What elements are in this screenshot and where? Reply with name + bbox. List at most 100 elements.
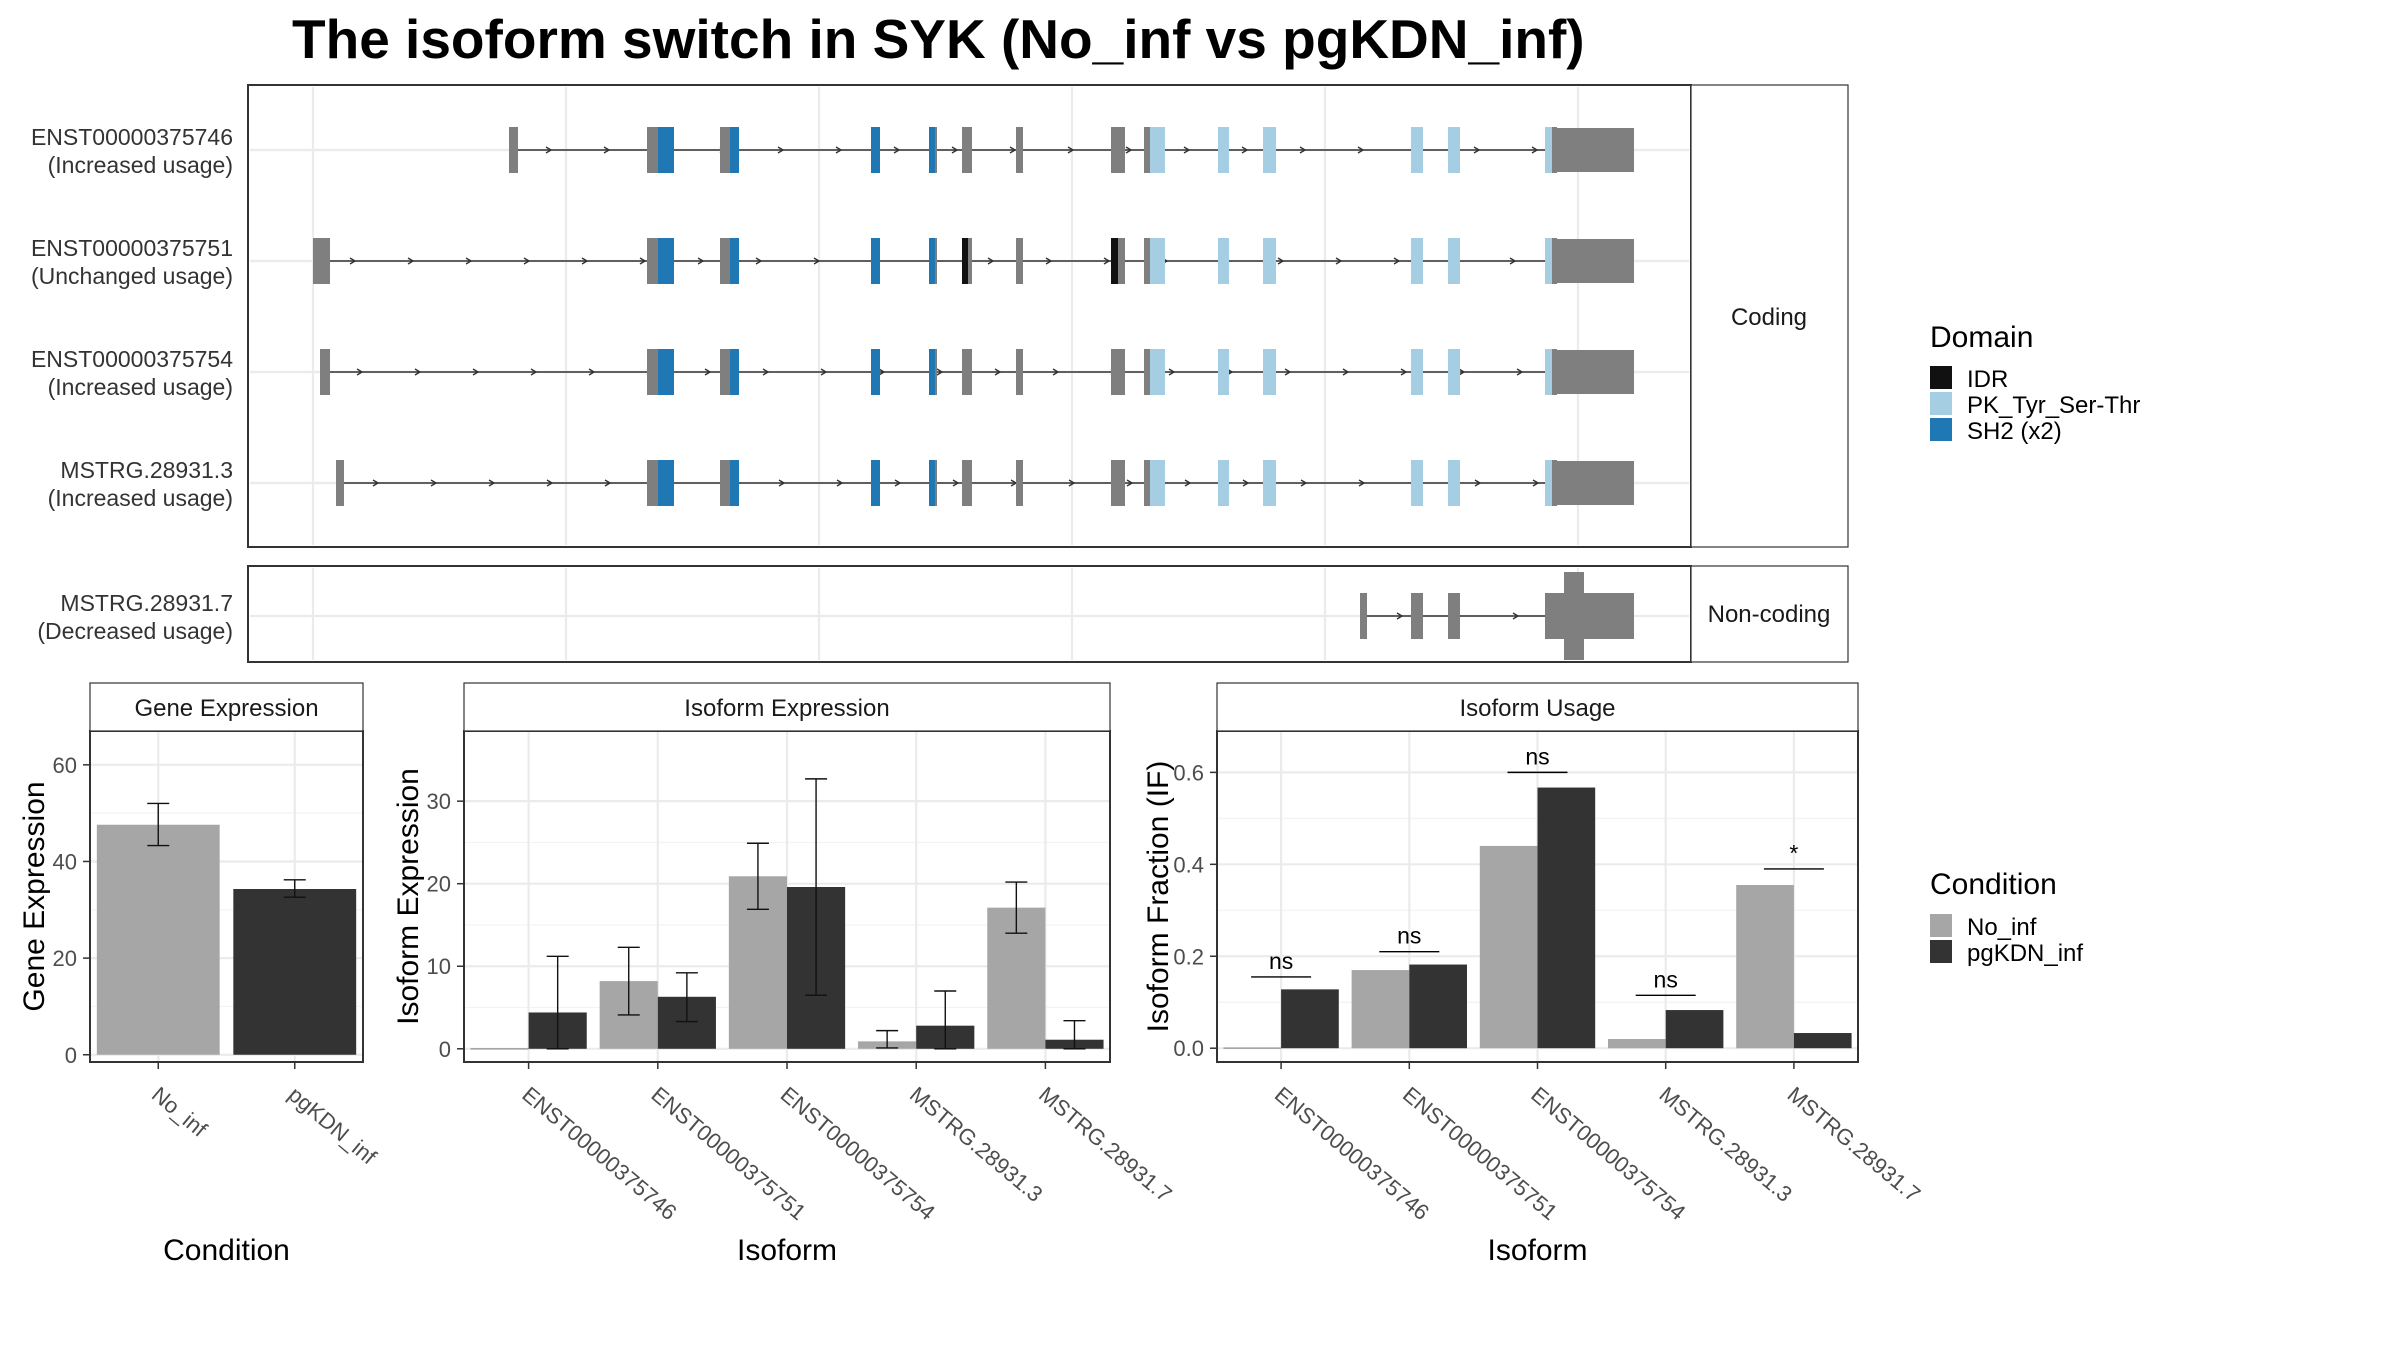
domain-block (1150, 127, 1165, 173)
exon-block (336, 460, 344, 506)
strand-arrow (1357, 146, 1365, 154)
strand-arrow (581, 257, 589, 265)
strand-arrow (1067, 146, 1075, 154)
y-tick-label: 30 (427, 789, 451, 814)
exon-block (1016, 460, 1023, 506)
transcript-label-id: MSTRG.28931.7 (60, 590, 233, 616)
strand-arrow (1103, 257, 1111, 265)
x-axis-title: Isoform (1487, 1234, 1587, 1267)
domain-block (929, 460, 935, 506)
strand-arrow (936, 368, 944, 376)
exon-block (1557, 239, 1634, 283)
strand-arrow (951, 146, 959, 154)
exon-block (1448, 593, 1460, 639)
bar (1351, 970, 1410, 1049)
noncoding-transcript-tracks (1360, 572, 1634, 660)
domain-block (871, 127, 880, 173)
bar (1281, 989, 1339, 1049)
y-axis-title: Isoform Fraction (IF) (1142, 761, 1175, 1033)
transcript-label-id: ENST00000375754 (31, 346, 233, 372)
panel-strip (1216, 682, 1859, 732)
strand-arrow (1277, 257, 1285, 265)
idr-block (962, 238, 968, 284)
bar (1409, 964, 1467, 1049)
exon-block (1111, 127, 1125, 173)
legend-key-pgkdn-inf (1930, 940, 1952, 963)
exon-block (1016, 238, 1023, 284)
strand-arrow (778, 479, 786, 487)
transcript-track (1360, 572, 1634, 660)
strand-arrow (407, 257, 415, 265)
transcript-panel-noncoding: Non-coding (247, 565, 1849, 663)
transcript-labels: ENST00000375746 (Increased usage) ENST00… (31, 124, 233, 644)
strand-arrow (639, 257, 647, 265)
strand-arrow (603, 146, 611, 154)
domain-block (1263, 238, 1276, 284)
exon-block (1111, 349, 1125, 395)
strand-arrow (604, 479, 612, 487)
strand-arrow (835, 146, 843, 154)
domain-block (1545, 127, 1552, 173)
strand-arrow (1509, 257, 1517, 265)
panel-title: Isoform Usage (1459, 695, 1615, 722)
strand-arrow (813, 257, 821, 265)
domain-block (658, 349, 674, 395)
legend-key-sh2 (1930, 418, 1952, 441)
transcript-label-status: (Increased usage) (48, 152, 233, 178)
strand-arrow (1284, 368, 1292, 376)
strand-arrow (1396, 612, 1404, 620)
exon-block (1557, 128, 1634, 172)
domain-legend-title: Domain (1930, 321, 2033, 354)
y-tick-label: 0.6 (1173, 760, 1204, 785)
x-axis-title: Isoform (737, 1234, 837, 1267)
strand-arrow (488, 479, 496, 487)
domain-block (1411, 460, 1423, 506)
domain-block (1263, 460, 1276, 506)
strand-arrow (1473, 146, 1481, 154)
significance-label: ns (1654, 966, 1678, 992)
domain-block (1545, 460, 1552, 506)
bar (96, 824, 220, 1055)
strand-arrow (1512, 612, 1520, 620)
noncoding-facet-strip (1690, 565, 1849, 663)
y-tick-label: 0 (439, 1037, 451, 1062)
significance-label: ns (1397, 923, 1421, 949)
domain-block (658, 238, 674, 284)
exon-block (1557, 461, 1634, 505)
strand-arrow (952, 479, 960, 487)
exon-block (962, 127, 972, 173)
strand-arrow (530, 368, 538, 376)
strand-arrow (588, 368, 596, 376)
strand-arrow (1516, 368, 1524, 376)
domain-block (1545, 349, 1552, 395)
significance-label: ns (1269, 948, 1293, 974)
legend-label-pk: PK_Tyr_Ser-Thr (1967, 392, 2140, 419)
strand-arrow (1126, 479, 1134, 487)
transcript-track (320, 349, 1634, 395)
strand-arrow (465, 257, 473, 265)
strand-arrow (1183, 146, 1191, 154)
domain-block (1150, 238, 1165, 284)
legend-label-pgkdn-inf: pgKDN_inf (1967, 940, 2083, 967)
strand-arrow (1068, 479, 1076, 487)
domain-block (730, 127, 739, 173)
bar (1736, 885, 1794, 1049)
domain-block (1411, 238, 1423, 284)
strand-arrow (704, 368, 712, 376)
domain-block (1448, 460, 1460, 506)
exon-block (720, 349, 733, 395)
strand-arrow (1242, 479, 1250, 487)
strand-arrow (1458, 368, 1466, 376)
domain-block (929, 349, 935, 395)
exon-block (720, 238, 733, 284)
strand-arrow (1300, 479, 1308, 487)
x-tick-label: MSTRG.28931.3 (905, 1082, 1048, 1207)
domain-block (929, 238, 935, 284)
y-tick-label: 0.2 (1173, 944, 1204, 969)
coding-facet-label: Coding (1731, 304, 1807, 331)
strand-arrow (1532, 479, 1540, 487)
strand-arrow (1400, 368, 1408, 376)
strand-arrow (1299, 146, 1307, 154)
